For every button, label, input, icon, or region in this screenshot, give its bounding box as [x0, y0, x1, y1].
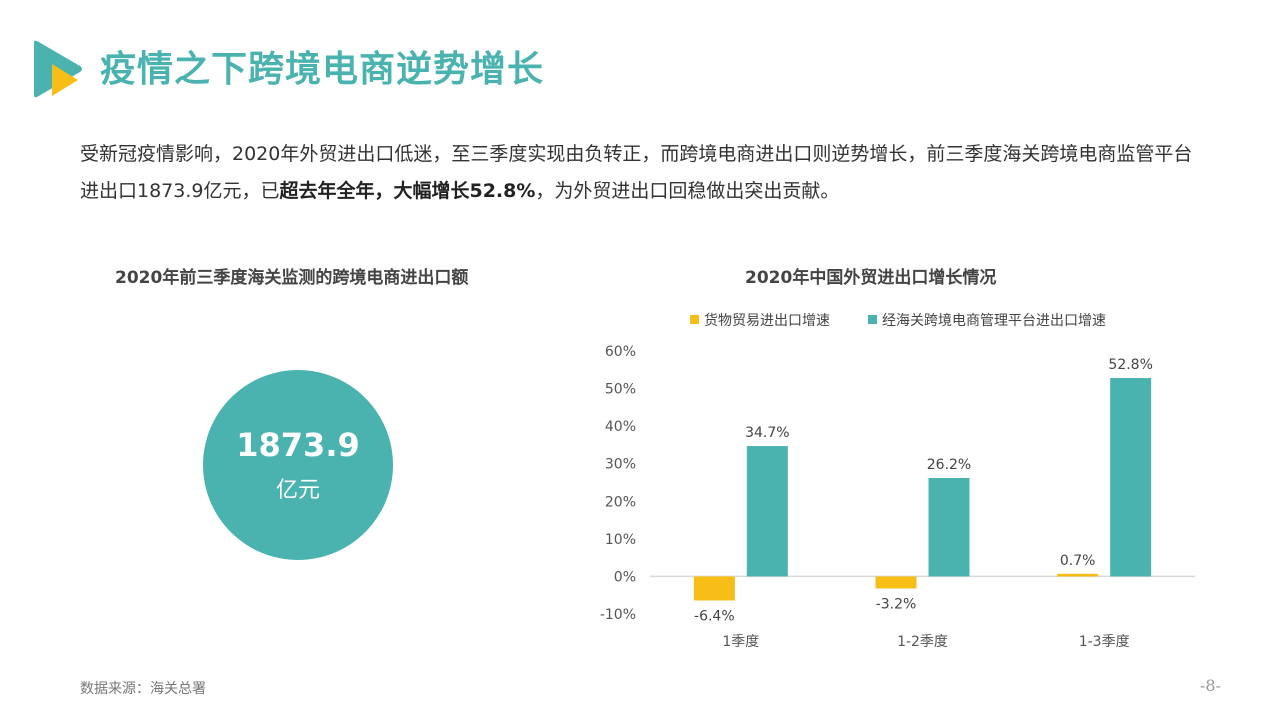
bar [693, 576, 735, 601]
y-tick-label: 60% [605, 344, 636, 360]
legend-label: 货物贸易进出口增速 [704, 312, 830, 329]
bar [746, 446, 788, 577]
y-tick-label: 20% [605, 494, 636, 510]
intro-text-2: ，为外贸进出口回稳做出突出贡献。 [535, 180, 840, 202]
play-logo-icon [34, 40, 82, 98]
data-source: 数据来源：海关总署 [80, 681, 206, 697]
data-label: 0.7% [1060, 553, 1096, 569]
bar [875, 576, 917, 589]
legend-swatch [868, 315, 877, 324]
value-unit: 亿元 [275, 478, 320, 503]
intro-text-1: 受新冠疫情影响，2020年外贸进出口低迷，至三季度实现由负转正，而跨境电商进出口… [80, 143, 1193, 202]
legend-swatch [690, 315, 699, 324]
data-label: 26.2% [927, 457, 971, 473]
x-category-label: 1-3季度 [1079, 634, 1130, 650]
x-category-label: 1季度 [722, 634, 759, 650]
data-label: 52.8% [1108, 357, 1152, 373]
page-title: 疫情之下跨境电商逆势增长 [100, 49, 545, 90]
y-tick-label: 0% [614, 569, 636, 585]
intro-paragraph: 受新冠疫情影响，2020年外贸进出口低迷，至三季度实现由负转正，而跨境电商进出口… [80, 136, 1210, 210]
y-tick-label: 50% [605, 382, 636, 398]
bar [1110, 378, 1152, 577]
y-tick-label: -10% [600, 607, 636, 623]
x-category-label: 1-2季度 [897, 634, 948, 650]
y-tick-label: 30% [605, 457, 636, 473]
bar [928, 477, 970, 577]
data-label: 34.7% [745, 425, 789, 441]
page-number: -8- [1200, 676, 1221, 695]
intro-highlight: 超去年全年，大幅增长52.8% [279, 180, 536, 202]
growth-bar-chart: 货物贸易进出口增速 经海关跨境电商管理平台进出口增速 60% 50% 40% 30% 20%… [600, 312, 1195, 650]
y-tick-label: 10% [605, 532, 636, 548]
data-label: -3.2% [876, 596, 917, 612]
value-circle: 1873.9 亿元 [203, 370, 393, 560]
value-number: 1873.9 [236, 426, 360, 464]
left-panel-title: 2020年前三季度海关监测的跨境电商进出口额 [115, 268, 469, 288]
chart-title: 2020年中国外贸进出口增长情况 [745, 268, 997, 288]
bar [1057, 573, 1099, 577]
data-label: -6.4% [694, 608, 735, 624]
legend-label: 经海关跨境电商管理平台进出口增速 [882, 313, 1106, 329]
y-tick-label: 40% [605, 419, 636, 435]
